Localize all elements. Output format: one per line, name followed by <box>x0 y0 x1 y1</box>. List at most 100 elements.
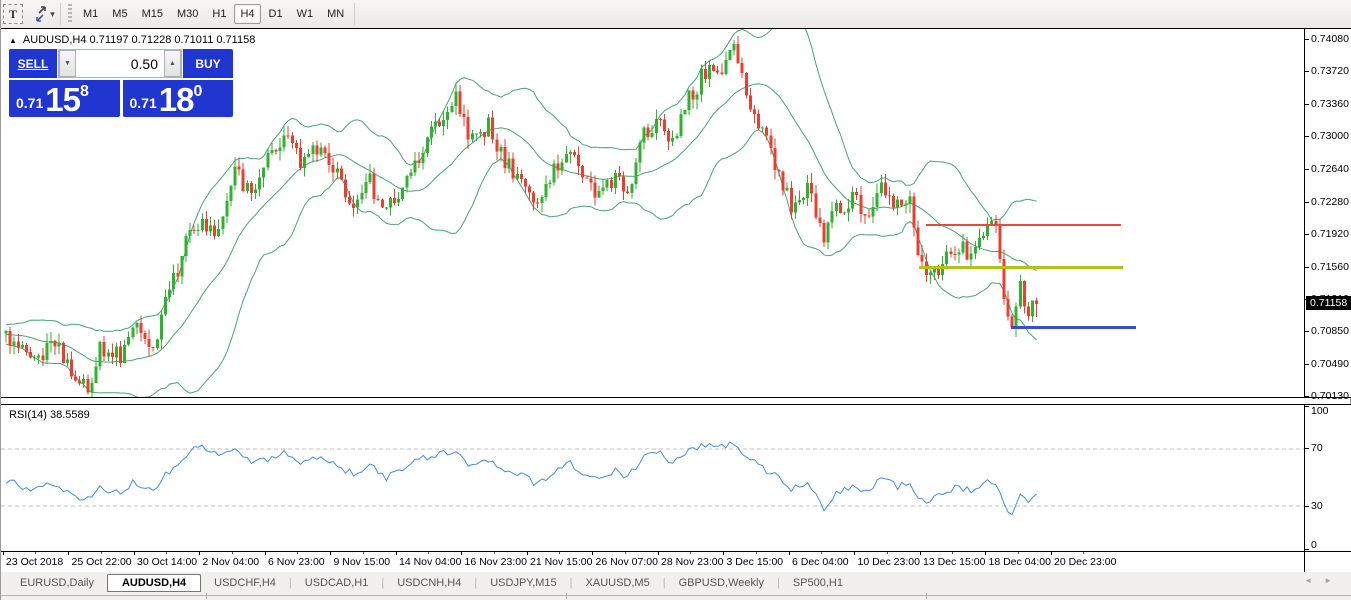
price-chart-panel[interactable]: ▲ AUDUSD,H4 0.71197 0.71228 0.71011 0.71… <box>1 28 1304 398</box>
time-axis-minor-tick <box>101 552 102 554</box>
rsi-axis-tick <box>1305 448 1309 449</box>
chart-tab-bar: EURUSD,Daily AUDUSD,H4 USDCHF,H4 | USDCAD,H1… <box>1 572 1351 600</box>
chart-tabs: EURUSD,Daily AUDUSD,H4 USDCHF,H4 | USDCAD,H1… <box>7 572 856 594</box>
price-tick-label: 0.74080 <box>1311 33 1349 45</box>
rsi-chart[interactable] <box>1 405 1304 551</box>
price-axis-tick <box>1305 331 1309 332</box>
statusbar-divider <box>926 593 927 599</box>
chart-tab-usdjpy[interactable]: USDJPY,M15 <box>490 577 557 589</box>
time-tick-label: 21 Nov 15:00 <box>530 556 593 568</box>
time-tick-label: 20 Dec 23:00 <box>1054 556 1117 568</box>
time-axis[interactable]: 23 Oct 2018 25 Oct 22:00 30 Oct 14:00 2 Nov… <box>1 552 1304 572</box>
timeframe-h4[interactable]: H4 <box>234 4 261 24</box>
price-axis-tick <box>1305 267 1309 268</box>
current-price-tag: 0.71158 <box>1306 296 1351 310</box>
time-axis-minor-tick <box>35 552 36 554</box>
price-tick-label: 0.73720 <box>1311 65 1349 77</box>
buy-price-big: 18 <box>158 81 195 118</box>
price-tick-label: 0.73000 <box>1311 130 1349 142</box>
timeframe-d1[interactable]: D1 <box>268 8 283 20</box>
time-axis-minor-tick <box>756 552 757 554</box>
time-axis-tick <box>527 552 528 555</box>
price-axis[interactable]: 0.74080 0.73720 0.73360 0.73000 0.72640 0.722… <box>1304 28 1351 402</box>
rsi-indicator-panel[interactable]: RSI(14) 38.5589 <box>1 404 1304 552</box>
timeframe-toolbar: T ▾ M1 M5 M15 M30 H1 H4 D1 W1 MN <box>1 0 1351 28</box>
sell-price-display[interactable]: 0.71 15 8 <box>9 80 120 117</box>
time-axis-tick <box>985 552 986 555</box>
price-tick-label: 0.70850 <box>1311 325 1349 337</box>
price-axis-tick <box>1305 234 1309 235</box>
time-axis-minor-tick <box>297 552 298 554</box>
timeframe-m5[interactable]: M5 <box>112 8 128 20</box>
tab-separator: | <box>381 577 385 589</box>
chart-tab-usdchf[interactable]: USDCHF,H4 <box>214 577 276 589</box>
tab-separator: | <box>474 577 478 589</box>
buy-button[interactable]: BUY <box>183 49 233 78</box>
chart-tab-sp500[interactable]: SP500,H1 <box>792 577 843 589</box>
time-axis-tick <box>920 552 921 555</box>
time-axis-tick <box>789 552 790 555</box>
rsi-tick-label: 70 <box>1311 442 1323 454</box>
rsi-axis-tick <box>1305 549 1309 550</box>
price-tick-label: 0.70130 <box>1311 390 1349 402</box>
text-tool-icon[interactable]: T <box>3 4 23 24</box>
sell-price-sup: 8 <box>79 83 89 100</box>
rsi-tick-label: 100 <box>1311 405 1329 417</box>
timeframe-m30[interactable]: M30 <box>176 8 199 20</box>
time-tick-label: 23 Oct 2018 <box>6 556 64 568</box>
axis-corner <box>1304 552 1351 572</box>
price-axis-tick <box>1305 71 1309 72</box>
chart-tab-usdcad[interactable]: USDCAD,H1 <box>304 577 369 589</box>
rsi-axis[interactable]: 100 70 30 0 <box>1304 404 1351 552</box>
chart-tab-eurusd[interactable]: EURUSD,Daily <box>20 577 94 589</box>
volume-input[interactable]: 0.50 <box>130 55 158 72</box>
arrows-tool-icon[interactable]: ▾ <box>31 4 57 24</box>
time-axis-minor-tick <box>428 552 429 554</box>
price-axis-tick <box>1305 169 1309 170</box>
tab-separator: | <box>569 577 573 589</box>
time-tick-label: 10 Dec 23:00 <box>857 556 920 568</box>
timeframe-buttons: M1 M5 M15 M30 H1 H4 D1 W1 MN <box>76 4 351 24</box>
tab-scroll-left-icon[interactable]: ◄ <box>1304 576 1325 585</box>
buy-price-sup: 0 <box>193 83 203 100</box>
time-axis-tick <box>1051 552 1052 555</box>
sell-button[interactable]: SELL <box>9 49 57 78</box>
tab-bar-divider <box>1 595 1351 596</box>
timeframe-w1[interactable]: W1 <box>296 8 314 20</box>
tab-scroll-arrows[interactable]: ◄► <box>1304 576 1344 585</box>
chart-tab-audusd[interactable]: AUDUSD,H4 <box>106 574 202 592</box>
price-axis-tick <box>1305 39 1309 40</box>
timeframe-mn[interactable]: MN <box>327 8 345 20</box>
timeframe-m1[interactable]: M1 <box>83 8 99 20</box>
price-tick-label: 0.72640 <box>1311 163 1349 175</box>
price-axis-tick <box>1305 396 1309 397</box>
price-axis-tick <box>1305 202 1309 203</box>
tab-separator: | <box>776 577 780 589</box>
time-axis-tick <box>3 552 4 555</box>
volume-increase-button[interactable]: ▲ <box>164 50 181 77</box>
volume-decrease-button[interactable]: ▼ <box>59 50 76 77</box>
rsi-indicator-label: RSI(14) 38.5589 <box>9 409 90 421</box>
time-tick-label: 6 Dec 04:00 <box>792 556 849 568</box>
sell-price-big: 15 <box>45 81 81 118</box>
chart-tab-usdcnh[interactable]: USDCNH,H4 <box>397 577 462 589</box>
buy-price-display[interactable]: 0.71 18 0 <box>122 80 233 118</box>
time-axis-tick <box>461 552 462 555</box>
chart-tab-gbpusd[interactable]: GBPUSD,Weekly <box>678 577 764 589</box>
toolbar-grip[interactable] <box>68 4 72 24</box>
candlestick-chart[interactable] <box>1 29 1304 397</box>
dropdown-caret-icon: ▾ <box>50 8 55 19</box>
timeframe-m15[interactable]: M15 <box>141 8 163 20</box>
tab-scroll-right-icon[interactable]: ► <box>1324 576 1344 585</box>
time-tick-label: 9 Nov 15:00 <box>333 556 391 568</box>
collapse-triangle-icon[interactable]: ▲ <box>9 35 17 45</box>
price-axis-tick <box>1305 104 1309 105</box>
time-axis-minor-tick <box>559 552 560 554</box>
time-tick-label: 28 Nov 23:00 <box>661 556 724 568</box>
timeframe-h1[interactable]: H1 <box>212 8 227 20</box>
price-tick-label: 0.73360 <box>1311 98 1349 110</box>
time-tick-label: 16 Nov 23:00 <box>464 556 527 568</box>
chart-tab-xauusd[interactable]: XAUUSD,M5 <box>585 577 650 589</box>
time-tick-label: 3 Dec 15:00 <box>726 556 784 568</box>
